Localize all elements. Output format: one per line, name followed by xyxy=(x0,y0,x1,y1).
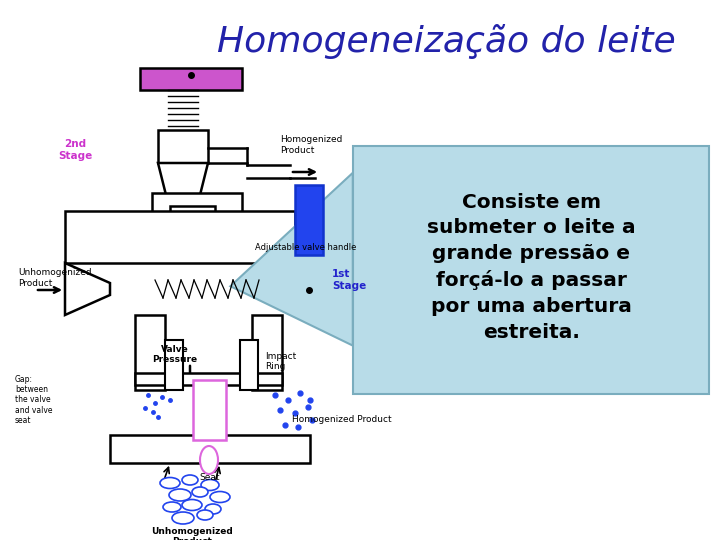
Text: 2nd
Stage: 2nd Stage xyxy=(58,139,92,161)
Ellipse shape xyxy=(200,446,218,474)
Polygon shape xyxy=(65,263,110,315)
Polygon shape xyxy=(252,315,282,390)
Polygon shape xyxy=(140,68,242,90)
Ellipse shape xyxy=(169,489,191,501)
Polygon shape xyxy=(135,315,165,390)
Ellipse shape xyxy=(160,477,180,489)
Polygon shape xyxy=(135,373,282,385)
Ellipse shape xyxy=(182,475,198,485)
Ellipse shape xyxy=(192,487,208,497)
Polygon shape xyxy=(353,146,709,394)
Ellipse shape xyxy=(197,510,213,520)
Ellipse shape xyxy=(182,500,202,510)
Text: Seat: Seat xyxy=(199,474,220,483)
Polygon shape xyxy=(165,340,183,390)
Text: Homogeneização do leite: Homogeneização do leite xyxy=(217,24,676,59)
Polygon shape xyxy=(166,195,200,218)
Text: Impact
Ring: Impact Ring xyxy=(265,352,296,372)
Polygon shape xyxy=(170,206,215,218)
Text: Unhomogenized
Product: Unhomogenized Product xyxy=(151,527,233,540)
Text: Homogenized Product: Homogenized Product xyxy=(292,415,392,424)
Ellipse shape xyxy=(163,502,181,512)
Text: Homogenized
Product: Homogenized Product xyxy=(280,136,343,154)
Text: Consiste em
submeter o leite a
grande pressão e
forçá-lo a passar
por uma abertu: Consiste em submeter o leite a grande pr… xyxy=(427,193,636,342)
Polygon shape xyxy=(178,216,196,228)
Ellipse shape xyxy=(210,491,230,503)
Text: 1st
Stage: 1st Stage xyxy=(332,269,366,291)
Text: Adjustable valve handle: Adjustable valve handle xyxy=(255,244,356,253)
Text: Unhomogenized
Product: Unhomogenized Product xyxy=(18,268,91,288)
Polygon shape xyxy=(158,130,208,163)
Polygon shape xyxy=(230,173,353,346)
Polygon shape xyxy=(152,193,242,228)
Polygon shape xyxy=(193,380,226,440)
Polygon shape xyxy=(295,185,323,255)
Ellipse shape xyxy=(205,504,221,514)
Polygon shape xyxy=(158,163,208,195)
Text: Valve
Pressure: Valve Pressure xyxy=(153,345,197,364)
Polygon shape xyxy=(110,435,310,463)
Polygon shape xyxy=(65,211,295,263)
Ellipse shape xyxy=(172,512,194,524)
Polygon shape xyxy=(240,340,258,390)
Text: Gap:
between
the valve
and valve
seat: Gap: between the valve and valve seat xyxy=(15,375,53,426)
Ellipse shape xyxy=(201,480,219,490)
